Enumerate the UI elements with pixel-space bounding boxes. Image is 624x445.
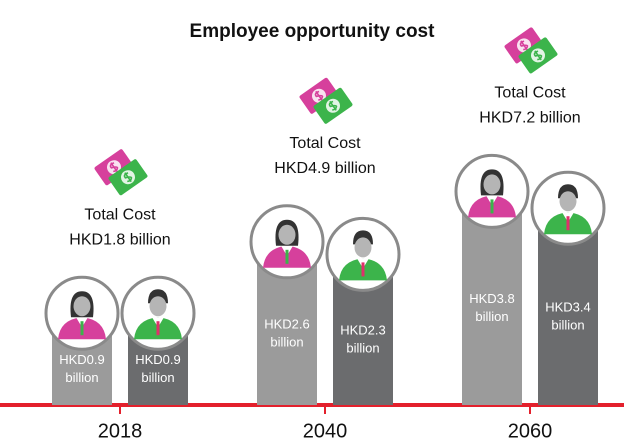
value-label-line: billion — [65, 371, 98, 386]
money-icon — [94, 148, 148, 196]
head — [150, 296, 167, 316]
head — [484, 174, 501, 194]
person-icon — [122, 277, 194, 349]
value-label-line: HKD2.6 — [264, 317, 310, 332]
value-label-line: HKD3.4 — [545, 300, 591, 315]
person-icon — [46, 277, 118, 349]
money-icon — [504, 27, 558, 75]
person-icon — [456, 155, 528, 227]
head — [279, 225, 296, 245]
value-label-line: billion — [270, 335, 303, 350]
chart: Employee opportunity cost 2018 HKD0.9 bill… — [0, 0, 624, 445]
total-value: HKD7.2 billion — [479, 110, 580, 127]
x-tick-label: 2018 — [98, 420, 143, 442]
value-label-line: HKD2.3 — [340, 323, 386, 338]
total-value: HKD4.9 billion — [274, 160, 375, 177]
head — [355, 237, 372, 257]
person-icon — [532, 172, 604, 244]
total-label: Total Cost — [494, 85, 566, 102]
value-label-line: billion — [346, 341, 379, 356]
person-icon — [327, 218, 399, 290]
tie — [81, 321, 84, 335]
money-icon — [299, 77, 353, 125]
tie — [157, 321, 160, 335]
head — [74, 296, 91, 316]
value-label-line: HKD0.9 — [59, 353, 105, 368]
tie — [567, 216, 570, 230]
chart-title: Employee opportunity cost — [190, 21, 436, 42]
value-label-line: billion — [551, 318, 584, 333]
head — [560, 191, 577, 211]
value-label-line: HKD0.9 — [135, 353, 181, 368]
total-value: HKD1.8 billion — [69, 231, 170, 248]
value-label-line: billion — [141, 371, 174, 386]
value-label-line: billion — [475, 310, 508, 325]
value-label-line: HKD3.8 — [469, 292, 515, 307]
tie — [362, 262, 365, 276]
x-tick-label: 2060 — [508, 420, 553, 442]
total-label: Total Cost — [289, 135, 361, 152]
x-tick-label: 2040 — [303, 420, 348, 442]
tie — [286, 250, 289, 264]
person-icon — [251, 206, 323, 278]
tie — [491, 199, 494, 213]
total-label: Total Cost — [84, 206, 156, 223]
